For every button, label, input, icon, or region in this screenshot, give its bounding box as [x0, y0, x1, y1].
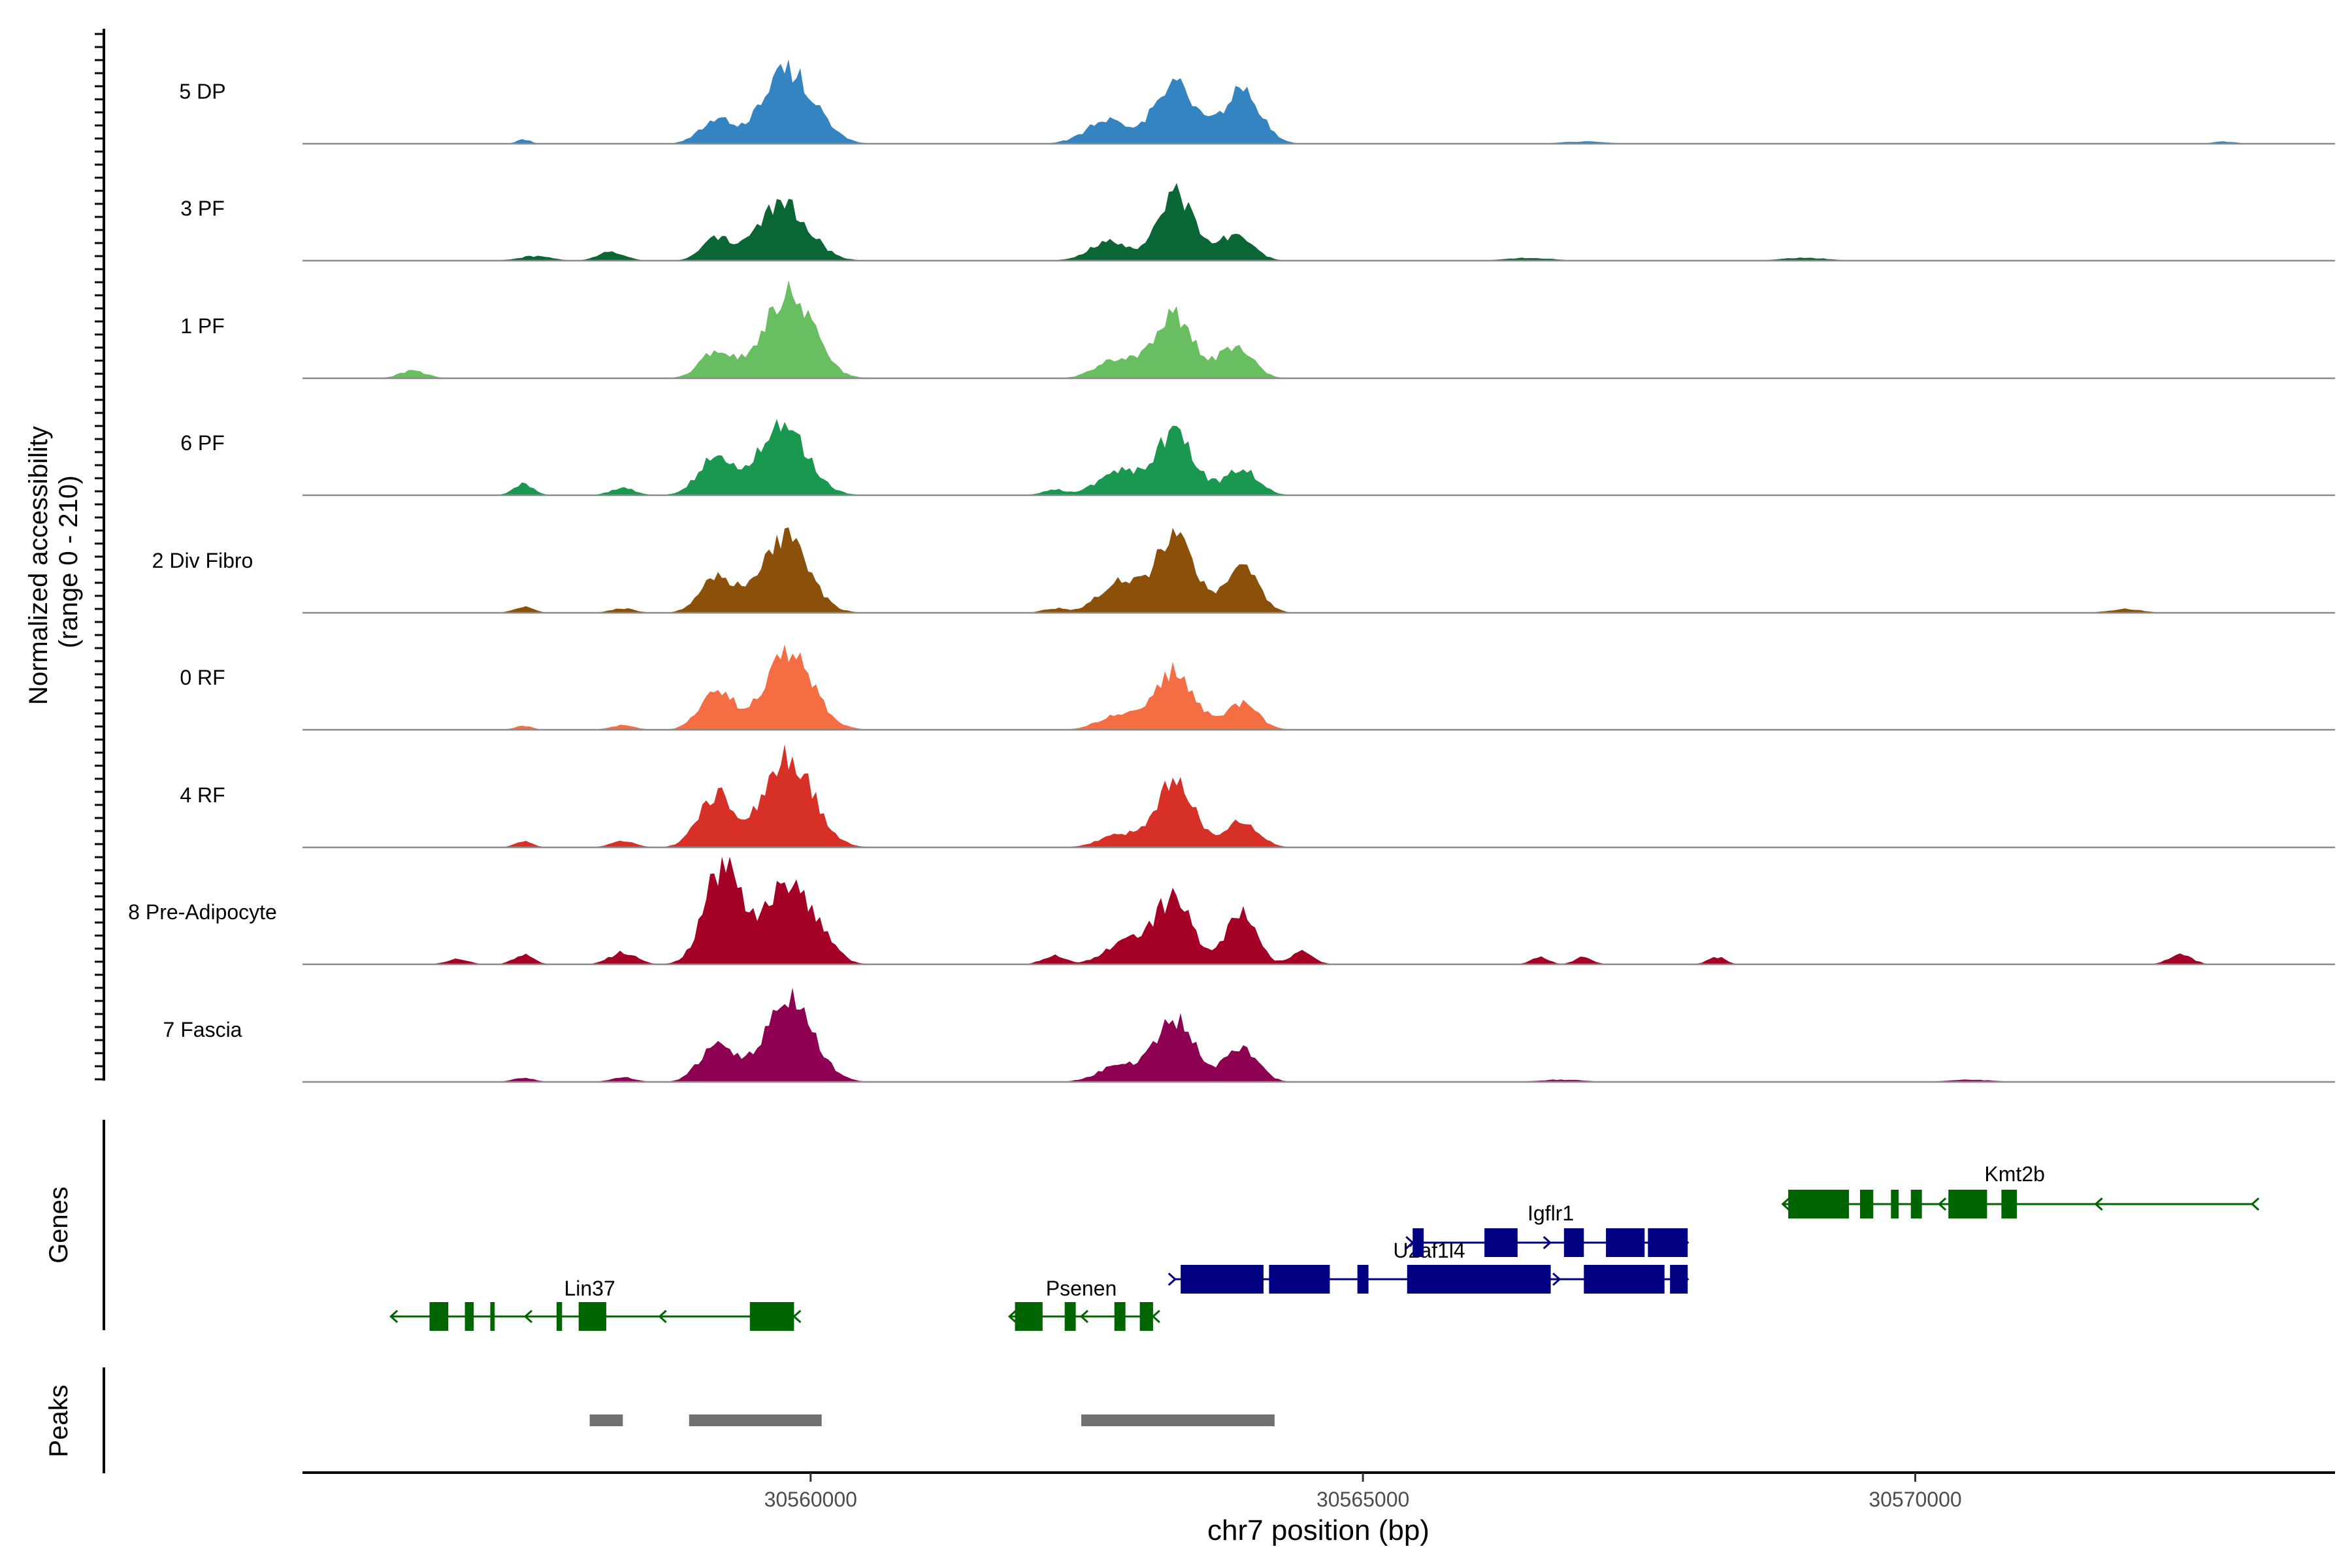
y-axis — [95, 29, 105, 1081]
track-label: 6 PF — [180, 431, 225, 455]
gene-exon — [1407, 1265, 1551, 1294]
strand-arrow — [523, 1309, 532, 1324]
gene-igflr1: Igflr1 — [1405, 1201, 1690, 1257]
track-label: 4 RF — [180, 783, 225, 807]
track-label: 1 PF — [180, 314, 225, 338]
gene-exon — [1181, 1265, 1264, 1294]
strand-arrow — [1168, 1272, 1177, 1286]
x-tick-label: 30565000 — [1316, 1488, 1409, 1511]
gene-exon — [578, 1302, 606, 1331]
coverage-tracks: 5 DP 3 PF 1 PF 6 PF 2 Div Fibro 0 RF 4 RF 8 Pre… — [128, 59, 2335, 1083]
peak-regions-track — [589, 1414, 1275, 1426]
strand-arrow — [2250, 1197, 2260, 1211]
gene-lin37: Lin37 — [389, 1277, 802, 1331]
track-0: 5 DP — [179, 59, 2335, 145]
gene-exon — [490, 1302, 495, 1331]
gene-exon — [1648, 1228, 1688, 1257]
gene-exon — [429, 1302, 449, 1331]
track-2: 1 PF — [180, 280, 2335, 380]
genes-axis-label: Genes — [44, 1186, 73, 1264]
track-label: 2 Div Fibro — [152, 549, 253, 572]
x-tick-label: 30560000 — [764, 1488, 857, 1511]
strand-arrow — [1079, 1309, 1088, 1324]
gene-exon — [749, 1302, 794, 1331]
peak-region — [689, 1414, 822, 1426]
track-area — [302, 744, 2335, 847]
track-label: 7 Fascia — [163, 1018, 242, 1041]
gene-label: Lin37 — [564, 1277, 615, 1300]
gene-exon — [1670, 1265, 1688, 1294]
strand-arrow — [1543, 1235, 1552, 1250]
gene-exon — [1269, 1265, 1330, 1294]
gene-psenen: Psenen — [1007, 1277, 1160, 1331]
gene-exon — [1413, 1228, 1424, 1257]
x-tick-label: 30570000 — [1869, 1488, 1961, 1511]
gene-exon — [465, 1302, 474, 1331]
track-1: 3 PF — [180, 183, 2335, 262]
y-axis-label: Normalized accessibility (range 0 - 210) — [24, 419, 83, 705]
track-area — [302, 280, 2335, 378]
track-label: 3 PF — [180, 197, 225, 220]
gene-exon — [1788, 1190, 1850, 1218]
gene-exon — [1606, 1228, 1645, 1257]
track-7: 8 Pre-Adipocyte — [128, 857, 2335, 966]
gene-label: Kmt2b — [1984, 1162, 2044, 1186]
strand-arrow — [792, 1309, 802, 1324]
peak-region — [1081, 1414, 1275, 1426]
track-area — [302, 644, 2335, 730]
gene-u2af1l4: U2af1l4 — [1168, 1239, 1690, 1294]
track-4: 2 Div Fibro — [152, 527, 2335, 614]
gene-exon — [1859, 1190, 1874, 1218]
gene-label: Psenen — [1046, 1277, 1117, 1300]
gene-exon — [1064, 1302, 1076, 1331]
strand-arrow — [1937, 1197, 1947, 1211]
peaks-axis-label: Peaks — [44, 1384, 73, 1457]
strand-arrow — [1781, 1197, 1790, 1211]
strand-arrow — [658, 1309, 667, 1324]
gene-exon — [1139, 1302, 1153, 1331]
x-axis-ticks: 30560000 30565000 30570000 — [764, 1473, 1962, 1511]
gene-exon — [1948, 1190, 1987, 1218]
track-label: 0 RF — [180, 666, 225, 689]
y-axis-label-line1: Normalized accessibility — [24, 426, 53, 705]
gene-exon — [1114, 1302, 1126, 1331]
gene-exon — [556, 1302, 563, 1331]
gene-exon — [1357, 1265, 1369, 1294]
strand-arrow — [389, 1309, 399, 1324]
gene-exon — [1015, 1302, 1043, 1331]
strand-arrow — [2094, 1197, 2103, 1211]
y-axis-label-line2: (range 0 - 210) — [54, 476, 83, 649]
strand-arrow — [1151, 1309, 1160, 1324]
gene-exon — [1891, 1190, 1899, 1218]
gene-exon — [1484, 1228, 1518, 1257]
gene-exon — [1584, 1265, 1665, 1294]
gene-annotation-track: Lin37 Psenen U2af1l4 Igflr1 Kmt2b — [389, 1162, 2260, 1331]
track-area — [302, 183, 2335, 261]
track-8: 7 Fascia — [163, 987, 2335, 1083]
track-area — [302, 857, 2335, 964]
gene-label: Igflr1 — [1527, 1201, 1574, 1225]
gene-exon — [1563, 1228, 1584, 1257]
track-area — [302, 419, 2335, 495]
x-axis-label: chr7 position (bp) — [1207, 1514, 1429, 1546]
peak-region — [589, 1414, 623, 1426]
gene-kmt2b: Kmt2b — [1781, 1162, 2260, 1218]
track-6: 4 RF — [180, 744, 2335, 849]
track-5: 0 RF — [180, 644, 2335, 731]
track-area — [302, 987, 2335, 1082]
strand-arrow — [1007, 1309, 1017, 1324]
strand-arrow — [1552, 1272, 1561, 1286]
track-area — [302, 527, 2335, 613]
track-area — [302, 59, 2335, 144]
strand-arrow — [1405, 1235, 1414, 1250]
track-label: 8 Pre-Adipocyte — [128, 900, 277, 924]
gene-exon — [2001, 1190, 2017, 1218]
gene-exon — [1910, 1190, 1922, 1218]
track-label: 5 DP — [179, 80, 225, 103]
track-3: 6 PF — [180, 419, 2335, 497]
